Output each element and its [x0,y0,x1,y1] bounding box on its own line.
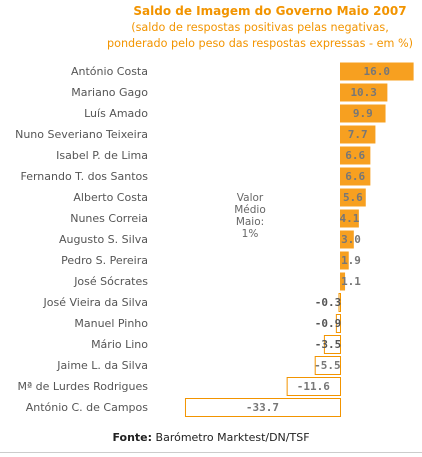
value-label: 1.1 [341,275,361,288]
bottom-divider [0,452,422,453]
average-note-line-4: 1% [241,228,259,240]
category-label: Manuel Pinho [74,317,148,330]
positive-bar [340,167,371,186]
category-label: Fernando T. dos Santos [20,170,148,183]
value-label: -5.5 [314,359,341,372]
category-label: Pedro S. Pereira [61,254,148,267]
value-label: -3.5 [315,338,342,351]
value-label: 7.7 [348,128,368,141]
average-note-line-2: Médio [234,204,266,216]
value-label: 10.3 [350,86,377,99]
value-label: -11.6 [297,380,330,393]
negative-bar [286,377,342,396]
value-label: 5.6 [343,191,363,204]
category-label: Alberto Costa [73,191,148,204]
category-label: Nuno Severiano Teixeira [15,128,148,141]
value-label: 1.9 [341,254,361,267]
chart-title: Saldo de Imagem do Governo Maio 2007 [133,4,407,18]
category-label: Luís Amado [84,107,148,120]
positive-bar [340,62,414,81]
value-label: -0.9 [315,317,342,330]
value-label: 9.9 [353,107,373,120]
category-label: Mariano Gago [71,86,148,99]
category-label: José Vieira da Silva [43,296,148,309]
category-label: António Costa [71,65,148,78]
positive-bar [340,251,349,270]
value-label: -0.3 [315,296,342,309]
negative-bar [184,398,341,417]
category-label: Nunes Correia [70,212,148,225]
positive-bar [340,104,386,123]
category-label: Augusto S. Silva [59,233,148,246]
category-label: Isabel P. de Lima [56,149,148,162]
negative-bar [314,356,342,375]
category-label: Mª de Lurdes Rodrigues [17,380,148,393]
positive-bar [340,83,388,102]
source-label: Fonte: [112,431,153,444]
average-note-line-1: Valor [236,192,264,204]
negative-bar [338,293,341,312]
positive-bar [340,230,354,249]
chart-subtitle-line-2: ponderado pelo peso das respostas expres… [107,37,413,50]
category-label: Mário Lino [91,338,148,351]
positive-bar [340,272,346,291]
positive-bar [340,209,359,228]
value-label: -33.7 [246,401,279,414]
average-note-line-3: Maio: [235,216,265,228]
source-note: Fonte: Barómetro Marktest/DN/TSF [0,431,422,444]
positive-bar [340,188,366,207]
category-label: Jaime L. da Silva [56,359,148,372]
value-label: 6.6 [345,170,365,183]
negative-bar [335,314,341,333]
chart-subtitle-line-1: (saldo de respostas positivas pelas nega… [131,21,389,34]
value-label: 16.0 [364,65,391,78]
category-label: José Sócrates [73,275,148,288]
source-text: Barómetro Marktest/DN/TSF [152,431,310,444]
category-label: António C. de Campos [26,401,149,414]
positive-bar [340,146,371,165]
positive-bar [340,125,376,144]
value-label: 3.0 [341,233,361,246]
bar-chart: António Costa 16.0 Mariano Gago 10.3 Luís Am… [15,62,414,417]
average-note: Valor Médio Maio: 1% [218,192,282,240]
negative-bar [323,335,341,354]
value-label: 4.1 [339,212,359,225]
value-label: 6.6 [345,149,365,162]
